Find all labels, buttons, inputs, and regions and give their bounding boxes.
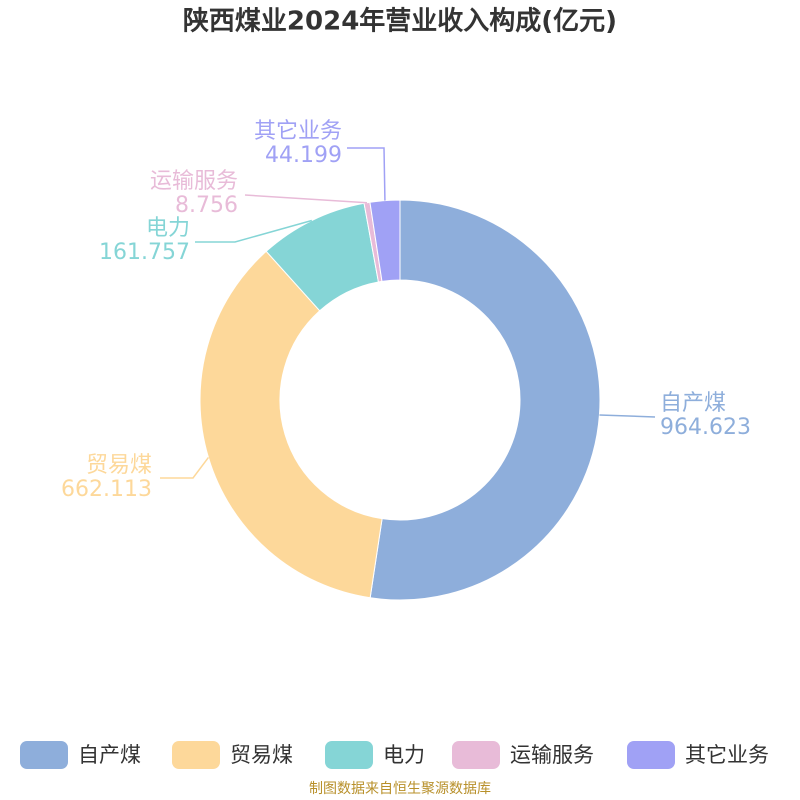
legend-label: 贸易煤 bbox=[230, 743, 293, 767]
legend-swatch bbox=[20, 741, 68, 769]
label-line bbox=[347, 147, 386, 201]
donut-slice bbox=[369, 199, 401, 282]
legend-label: 其它业务 bbox=[685, 743, 769, 767]
donut-slice bbox=[199, 250, 383, 599]
slice-value: 662.113 bbox=[61, 477, 152, 502]
slice-label: 其它业务 bbox=[254, 119, 342, 144]
legend-label: 自产煤 bbox=[78, 743, 141, 767]
slice-label: 自产煤 bbox=[660, 391, 726, 416]
legend-label: 电力 bbox=[383, 743, 425, 767]
legend-swatch bbox=[325, 741, 373, 769]
legend-swatch bbox=[172, 741, 220, 769]
legend-label: 运输服务 bbox=[510, 743, 594, 767]
slice-value: 161.757 bbox=[99, 240, 190, 265]
label-line bbox=[195, 219, 313, 243]
chart-title: 陕西煤业2024年营业收入构成(亿元) bbox=[183, 6, 617, 37]
label-line bbox=[160, 457, 210, 479]
source-note: 制图数据来自恒生聚源数据库 bbox=[309, 781, 491, 797]
legend-swatch bbox=[627, 741, 675, 769]
slice-value: 8.756 bbox=[175, 193, 238, 218]
donut-slice bbox=[369, 199, 601, 601]
slice-label: 运输服务 bbox=[150, 169, 238, 194]
slice-label: 贸易煤 bbox=[86, 453, 152, 478]
slice-value: 964.623 bbox=[660, 415, 751, 440]
slice-label: 电力 bbox=[146, 216, 190, 241]
label-line bbox=[599, 414, 656, 418]
slice-value: 44.199 bbox=[265, 143, 342, 168]
label-line bbox=[244, 194, 368, 204]
legend-swatch bbox=[452, 741, 500, 769]
